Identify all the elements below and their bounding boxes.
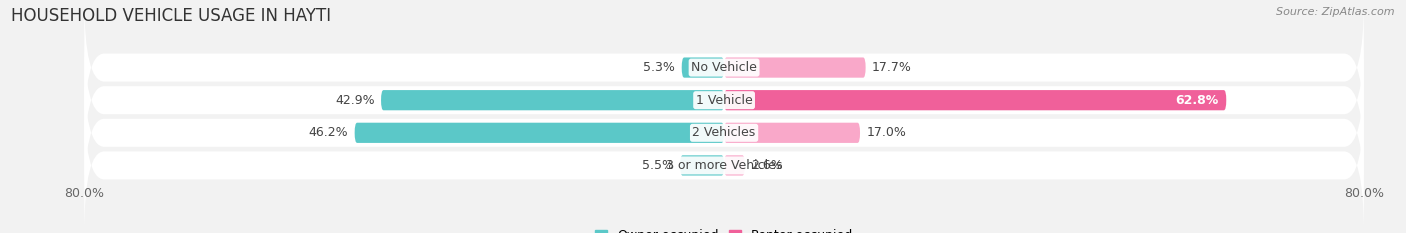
Legend: Owner-occupied, Renter-occupied: Owner-occupied, Renter-occupied	[589, 224, 859, 233]
Text: No Vehicle: No Vehicle	[692, 61, 756, 74]
Text: 17.7%: 17.7%	[872, 61, 912, 74]
Text: 5.3%: 5.3%	[644, 61, 675, 74]
Text: 3 or more Vehicles: 3 or more Vehicles	[666, 159, 782, 172]
Text: 62.8%: 62.8%	[1175, 94, 1218, 107]
Text: 5.5%: 5.5%	[641, 159, 673, 172]
Text: 2 Vehicles: 2 Vehicles	[693, 126, 755, 139]
FancyBboxPatch shape	[724, 58, 866, 78]
FancyBboxPatch shape	[84, 0, 1364, 135]
Text: 17.0%: 17.0%	[866, 126, 907, 139]
Text: Source: ZipAtlas.com: Source: ZipAtlas.com	[1277, 7, 1395, 17]
Text: 46.2%: 46.2%	[309, 126, 349, 139]
Text: HOUSEHOLD VEHICLE USAGE IN HAYTI: HOUSEHOLD VEHICLE USAGE IN HAYTI	[11, 7, 332, 25]
FancyBboxPatch shape	[681, 155, 724, 175]
FancyBboxPatch shape	[84, 65, 1364, 200]
FancyBboxPatch shape	[381, 90, 724, 110]
FancyBboxPatch shape	[84, 98, 1364, 233]
Text: 42.9%: 42.9%	[335, 94, 374, 107]
FancyBboxPatch shape	[84, 33, 1364, 168]
FancyBboxPatch shape	[354, 123, 724, 143]
FancyBboxPatch shape	[724, 123, 860, 143]
Text: 1 Vehicle: 1 Vehicle	[696, 94, 752, 107]
Text: 2.6%: 2.6%	[751, 159, 783, 172]
FancyBboxPatch shape	[724, 90, 1226, 110]
FancyBboxPatch shape	[724, 155, 745, 175]
FancyBboxPatch shape	[682, 58, 724, 78]
